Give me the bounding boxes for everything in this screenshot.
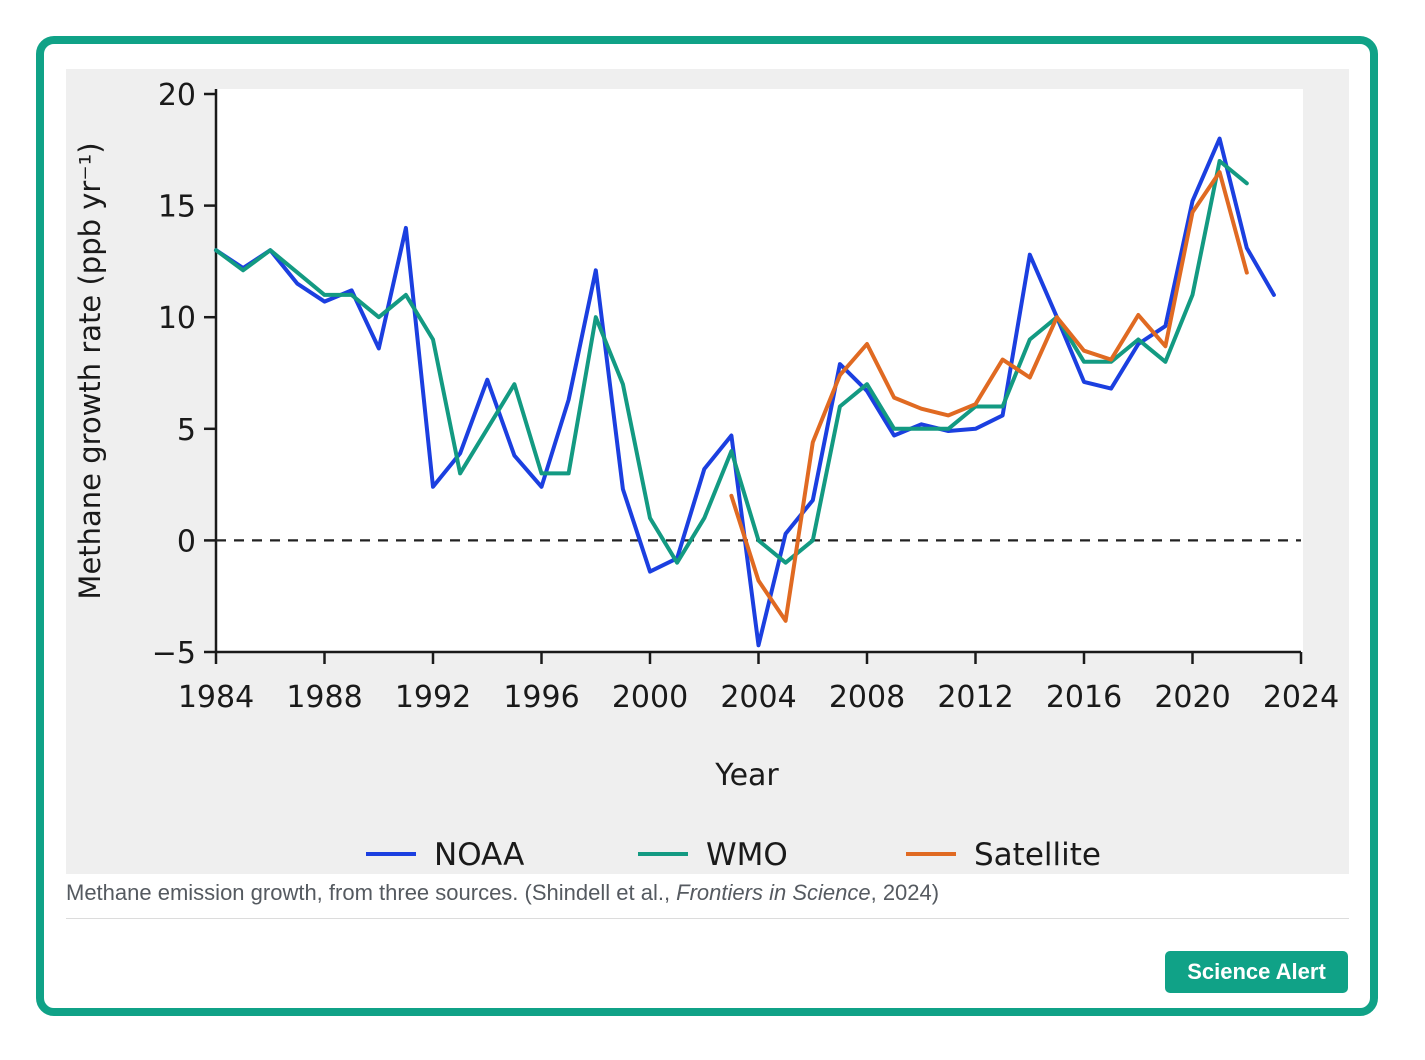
caption-prefix: Methane emission growth, from three sour… xyxy=(66,880,677,905)
x-tick-label: 2012 xyxy=(937,680,1013,715)
x-tick-label: 2008 xyxy=(829,680,905,715)
x-tick-label: 2000 xyxy=(612,680,688,715)
series-line-satellite xyxy=(729,170,1249,623)
x-axis-label: Year xyxy=(714,758,779,793)
x-tick-label: 1988 xyxy=(286,680,362,715)
plot-area xyxy=(216,89,1303,652)
legend-label-noaa: NOAA xyxy=(434,837,524,873)
x-tick-label: 2020 xyxy=(1154,680,1230,715)
y-tick-label: 15 xyxy=(158,190,196,225)
legend-label-wmo: WMO xyxy=(706,837,788,873)
series-line-wmo xyxy=(214,159,1249,565)
y-tick-label: 10 xyxy=(158,301,196,336)
x-tick-label: 2024 xyxy=(1263,680,1339,715)
y-tick-label: 20 xyxy=(158,78,196,113)
y-tick-label: 0 xyxy=(177,524,196,559)
y-axis-label: Methane growth rate (ppb yr⁻¹) xyxy=(73,142,107,599)
chart-figure: −5 0 5 10 15 20 1984 1988 1992 1996 2000 2004 2008 20… xyxy=(66,69,1349,874)
figure-caption: Methane emission growth, from three sour… xyxy=(66,880,1349,919)
science-alert-badge[interactable]: Science Alert xyxy=(1165,951,1348,993)
x-tick-label: 1992 xyxy=(395,680,471,715)
x-tick-label: 1984 xyxy=(178,680,254,715)
caption-journal: Frontiers in Science xyxy=(676,880,871,905)
y-tick-label: 5 xyxy=(177,413,196,448)
x-tick-label: 2016 xyxy=(1046,680,1122,715)
legend-label-satellite: Satellite xyxy=(974,837,1101,873)
x-tick-label: 2004 xyxy=(720,680,796,715)
y-tick-label: −5 xyxy=(152,636,196,671)
x-tick-label: 1996 xyxy=(503,680,579,715)
caption-suffix: , 2024) xyxy=(870,880,940,905)
methane-chart: −5 0 5 10 15 20 1984 1988 1992 1996 2000 2004 2008 20… xyxy=(73,78,1339,873)
